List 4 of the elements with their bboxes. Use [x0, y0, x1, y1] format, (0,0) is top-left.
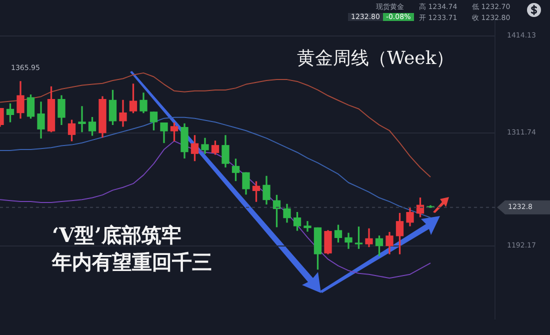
annotation: ‘V型’底部筑牢 — [52, 222, 182, 249]
text: 黄金周线（Week） — [297, 47, 454, 70]
candlestick — [354, 226, 363, 249]
annotation: 年内有望重回千三 — [52, 249, 212, 276]
